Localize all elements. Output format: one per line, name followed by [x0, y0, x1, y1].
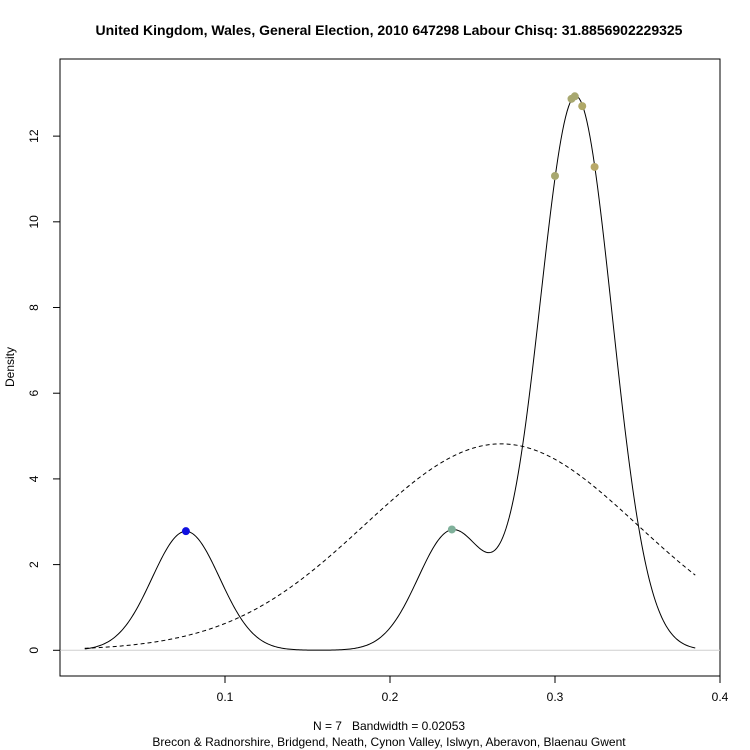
data-point-5: [570, 92, 579, 101]
data-point-3: [551, 171, 559, 180]
normal-curve: [84, 443, 696, 649]
y-tick-label: 12: [27, 129, 41, 143]
y-axis-label: Density: [3, 347, 17, 387]
data-point-2: [447, 525, 456, 534]
x-tick-label: 0.2: [382, 690, 399, 704]
y-tick-label: 8: [27, 304, 41, 311]
y-tick-label: 4: [27, 475, 41, 482]
data-point-6: [578, 102, 587, 111]
data-points: [181, 92, 599, 536]
y-tick-label: 0: [27, 647, 41, 654]
data-point-1: [181, 527, 190, 536]
x-axis-label: N = 7 Bandwidth = 0.02053: [313, 719, 465, 733]
plot-frame: [59, 58, 721, 677]
x-tick-label: 0.3: [547, 690, 564, 704]
data-point-7: [590, 162, 599, 171]
constituency-list: Brecon & Radnorshire, Bridgend, Neath, C…: [152, 735, 626, 749]
y-tick-label: 10: [27, 215, 41, 229]
chart-title: United Kingdom, Wales, General Election,…: [96, 22, 683, 38]
x-axis: 0.1 0.2 0.3 0.4: [217, 675, 729, 704]
x-tick-label: 0.1: [217, 690, 234, 704]
x-tick-label: 0.4: [712, 690, 729, 704]
density-curve: [84, 95, 696, 651]
y-axis: 0 2 4 6 8 10 12: [27, 129, 61, 654]
y-tick-label: 2: [27, 561, 41, 568]
y-tick-label: 6: [27, 390, 41, 397]
